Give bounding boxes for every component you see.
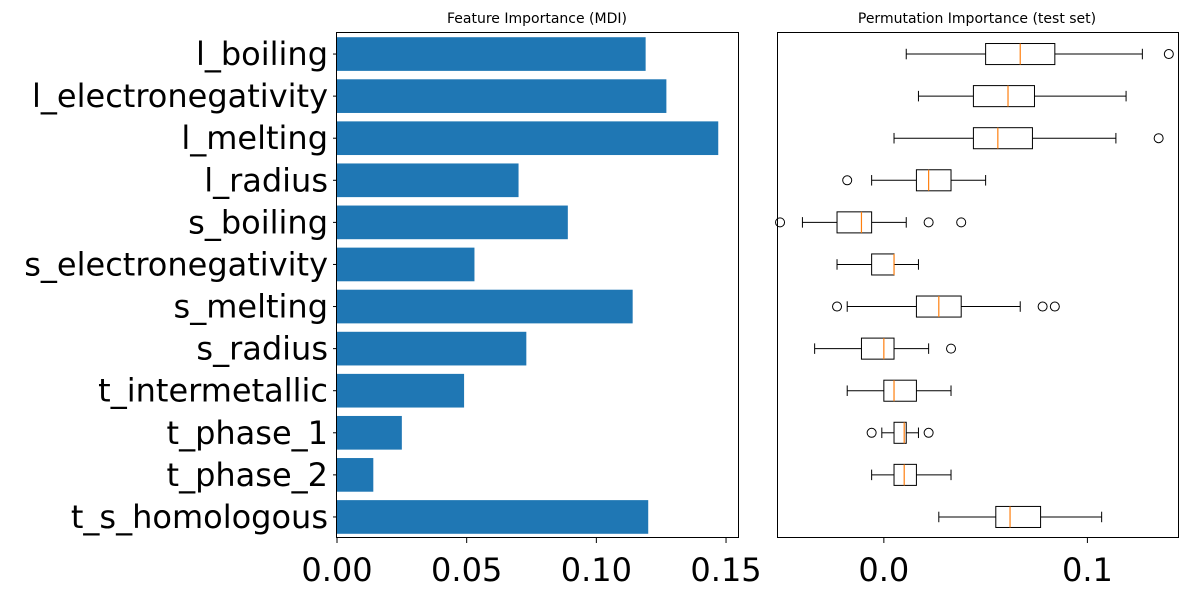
permutation-boxes [775, 43, 1174, 528]
mdi-bars [337, 37, 719, 534]
boxplot-row [866, 421, 934, 444]
y-tick-label: l_radius [204, 161, 328, 199]
box [871, 253, 895, 276]
bar-t_s_homologous [337, 500, 649, 534]
y-tick-label: t_intermetallic [98, 372, 328, 410]
flier-point [832, 301, 843, 312]
flier-point [923, 427, 934, 438]
box [883, 379, 917, 402]
bar-t_intermetallic [337, 373, 465, 408]
mdi-x-ticks: 0.00 0.05 0.10 0.15 [301, 538, 762, 589]
flier-point [866, 427, 877, 438]
boxplot-row [893, 127, 1164, 150]
y-tick-label: l_boiling [196, 35, 328, 73]
mdi-plot-frame [336, 32, 739, 538]
flier-point [956, 217, 967, 228]
bar-s_electronegativity [337, 247, 475, 282]
bar-l_radius [337, 163, 519, 198]
flier-point [923, 217, 934, 228]
boxplot-row [814, 337, 957, 360]
bar-s_radius [337, 331, 527, 366]
flier-point [1037, 301, 1048, 312]
bar-s_melting [337, 289, 633, 324]
box [972, 85, 1035, 108]
bar-t_phase_1 [337, 415, 402, 450]
box [860, 337, 895, 360]
x-tick-label: 0.1 [1062, 551, 1113, 589]
box [995, 505, 1042, 528]
box [836, 211, 873, 234]
permutation-x-ticks: 0.0 0.1 [858, 538, 1113, 589]
y-tick-label: l_electronegativity [32, 77, 328, 115]
box [915, 169, 952, 192]
box [893, 421, 907, 444]
flier-point [775, 217, 786, 228]
boxplot-row [938, 505, 1103, 528]
y-tick-label: s_melting [174, 288, 328, 326]
bar-l_melting [337, 121, 719, 156]
y-tick-label: s_boiling [188, 203, 328, 241]
boxplot-row [871, 463, 952, 486]
boxplot-row [842, 169, 987, 192]
boxplot-row [917, 85, 1127, 108]
boxplot-row [846, 379, 952, 402]
y-tick-label: t_s_homologous [71, 498, 328, 536]
x-tick-label: 0.10 [561, 551, 632, 589]
flier-point [1153, 133, 1164, 144]
permutation-chart-title: Permutation Importance (test set) [858, 11, 1096, 27]
y-tick-label: l_melting [181, 119, 328, 157]
x-tick-label: 0.15 [690, 551, 761, 589]
bar-s_boiling [337, 205, 568, 240]
flier-point [1049, 301, 1060, 312]
mdi-chart: Feature Importance (MDI) l_boiling l_elec… [24, 11, 761, 589]
boxplot-row [836, 253, 919, 276]
boxplot-row [905, 43, 1174, 66]
flier-point [842, 175, 853, 186]
permutation-chart: Permutation Importance (test set) 0.0 0.1 [775, 11, 1179, 589]
y-tick-label: t_phase_1 [167, 414, 328, 452]
bar-l_electronegativity [337, 79, 667, 113]
x-tick-label: 0.0 [858, 551, 909, 589]
box [893, 463, 917, 486]
y-tick-label: t_phase_2 [167, 456, 328, 494]
x-tick-label: 0.05 [431, 551, 502, 589]
x-tick-label: 0.00 [301, 551, 372, 589]
box [972, 127, 1033, 150]
y-tick-label: s_radius [196, 330, 328, 368]
flier-point [946, 343, 957, 354]
permutation-plot-frame [777, 32, 1179, 538]
mdi-y-tick-labels: l_boiling l_electronegativity l_melting l_r… [24, 35, 337, 536]
boxplot-row [775, 211, 967, 234]
boxplot-row [832, 295, 1060, 318]
bar-l_boiling [337, 37, 646, 71]
y-tick-label: s_electronegativity [24, 245, 328, 283]
mdi-chart-title: Feature Importance (MDI) [447, 11, 627, 27]
flier-point [1163, 49, 1174, 60]
bar-t_phase_2 [337, 458, 374, 492]
